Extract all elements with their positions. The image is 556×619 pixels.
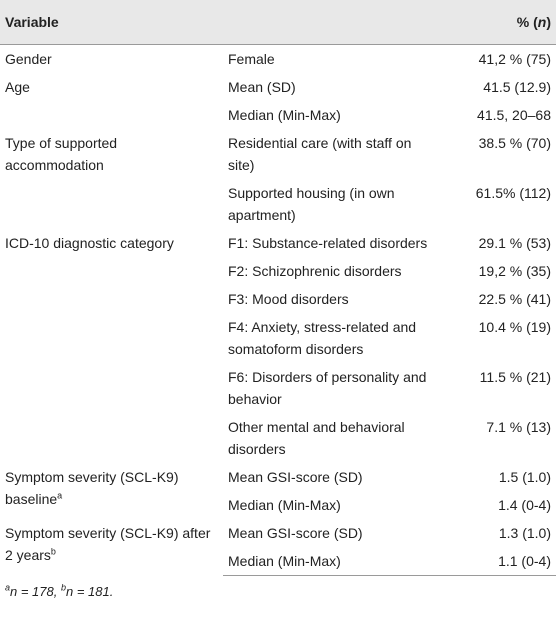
header-text: % ( bbox=[516, 14, 538, 30]
row: F3: Mood disorders 22.5 % (41) bbox=[0, 285, 556, 313]
variable-label: ICD-10 diagnostic category bbox=[5, 235, 174, 251]
variable-cell: ICD-10 diagnostic category bbox=[0, 229, 223, 463]
footnote-text: n = 181. bbox=[66, 584, 114, 599]
row: F6: Disorders of personality and behavio… bbox=[0, 363, 556, 413]
value-cell: 41.5, 20–68 bbox=[477, 107, 551, 123]
table: Variable % (n) Gender Female 41,2 % (75) Ag… bbox=[0, 0, 556, 576]
variable-label: Age bbox=[5, 79, 30, 95]
value-cell: 10.4 % (19) bbox=[478, 319, 551, 335]
item-cell: F2: Schizophrenic disorders bbox=[228, 263, 402, 279]
variable-cell: Age bbox=[0, 73, 223, 129]
item-cell: Median (Min-Max) bbox=[228, 107, 341, 123]
item-cell: Other mental and behavioral disorders bbox=[228, 419, 405, 457]
value-cell: 1.5 (1.0) bbox=[498, 469, 551, 485]
row: F4: Anxiety, stress-related and somatofo… bbox=[0, 313, 556, 363]
item-cell: Mean GSI-score (SD) bbox=[228, 469, 363, 485]
item-cell: F1: Substance-related disorders bbox=[228, 235, 428, 251]
item-cell: Mean GSI-score (SD) bbox=[228, 525, 363, 541]
header-value: % (n) bbox=[433, 0, 556, 45]
footnote-mark: a bbox=[5, 582, 11, 593]
value-cell: 1.3 (1.0) bbox=[498, 525, 551, 541]
row: ICD-10 diagnostic category F1: Substance-… bbox=[0, 229, 556, 257]
row: Gender Female 41,2 % (75) bbox=[0, 45, 556, 74]
footnote-text: n = 178, bbox=[10, 584, 61, 599]
header-text: ) bbox=[546, 14, 551, 30]
row: Median (Min-Max) 1.1 (0-4) bbox=[0, 547, 556, 576]
superscript: a bbox=[57, 490, 63, 501]
variable-label: Type of supported accommodation bbox=[5, 135, 118, 173]
item-cell: F4: Anxiety, stress-related and somatofo… bbox=[228, 319, 417, 357]
row: Median (Min-Max) 1.4 (0-4) bbox=[0, 491, 556, 519]
variable-cell: Symptom severity (SCL-K9) after 2 yearsb bbox=[0, 519, 223, 576]
value-cell: 7.1 % (13) bbox=[486, 419, 551, 435]
item-cell: Residential care (with staff on site) bbox=[228, 135, 412, 173]
item-cell: Median (Min-Max) bbox=[228, 497, 341, 513]
row: Type of supported accommodation Residenti… bbox=[0, 129, 556, 179]
row: Median (Min-Max) 41.5, 20–68 bbox=[0, 101, 556, 129]
variable-label: Gender bbox=[5, 51, 52, 67]
table-body: Gender Female 41,2 % (75) Age Mean (SD) 41.5 … bbox=[0, 45, 556, 576]
row: Age Mean (SD) 41.5 (12.9) bbox=[0, 73, 556, 101]
item-cell: Supported housing (in own apartment) bbox=[228, 185, 395, 223]
variable-cell: Symptom severity (SCL-K9) baselinea bbox=[0, 463, 223, 519]
item-cell: Female bbox=[228, 51, 275, 67]
superscript: b bbox=[50, 546, 56, 557]
item-cell: Mean (SD) bbox=[228, 79, 296, 95]
value-cell: 41.5 (12.9) bbox=[483, 79, 551, 95]
variable-cell: Gender bbox=[0, 45, 223, 74]
header-variable: Variable bbox=[0, 0, 433, 45]
row: Symptom severity (SCL-K9) after 2 yearsb… bbox=[0, 519, 556, 563]
value-cell: 11.5 % (21) bbox=[479, 369, 551, 385]
value-cell: 1.1 (0-4) bbox=[433, 547, 556, 576]
value-cell: 29.1 % (53) bbox=[478, 235, 551, 251]
item-cell: F3: Mood disorders bbox=[228, 291, 349, 307]
header-row: Variable % (n) bbox=[0, 0, 556, 45]
value-cell: 61.5% (112) bbox=[475, 185, 551, 201]
variable-label: Symptom severity (SCL-K9) baseline bbox=[5, 469, 179, 507]
footnote: an = 178, bn = 181. bbox=[0, 576, 556, 607]
item-cell: F6: Disorders of personality and behavio… bbox=[228, 369, 427, 407]
footnote-mark: b bbox=[60, 582, 66, 593]
variable-cell: Type of supported accommodation bbox=[0, 129, 223, 229]
value-cell: 1.4 (0-4) bbox=[498, 497, 551, 513]
variable-label: Symptom severity (SCL-K9) after 2 years bbox=[5, 525, 211, 563]
header-italic: n bbox=[537, 14, 547, 30]
value-cell: 22.5 % (41) bbox=[478, 291, 551, 307]
row: Symptom severity (SCL-K9) baselinea Mean … bbox=[0, 463, 556, 507]
row: F2: Schizophrenic disorders 19,2 % (35) bbox=[0, 257, 556, 285]
value-cell: 19,2 % (35) bbox=[478, 263, 551, 279]
row: Supported housing (in own apartment) 61.5… bbox=[0, 179, 556, 229]
value-cell: 38.5 % (70) bbox=[478, 135, 551, 151]
item-cell: Median (Min-Max) bbox=[223, 547, 433, 576]
value-cell: 41,2 % (75) bbox=[478, 51, 551, 67]
row: Other mental and behavioral disorders 7.1… bbox=[0, 413, 556, 463]
